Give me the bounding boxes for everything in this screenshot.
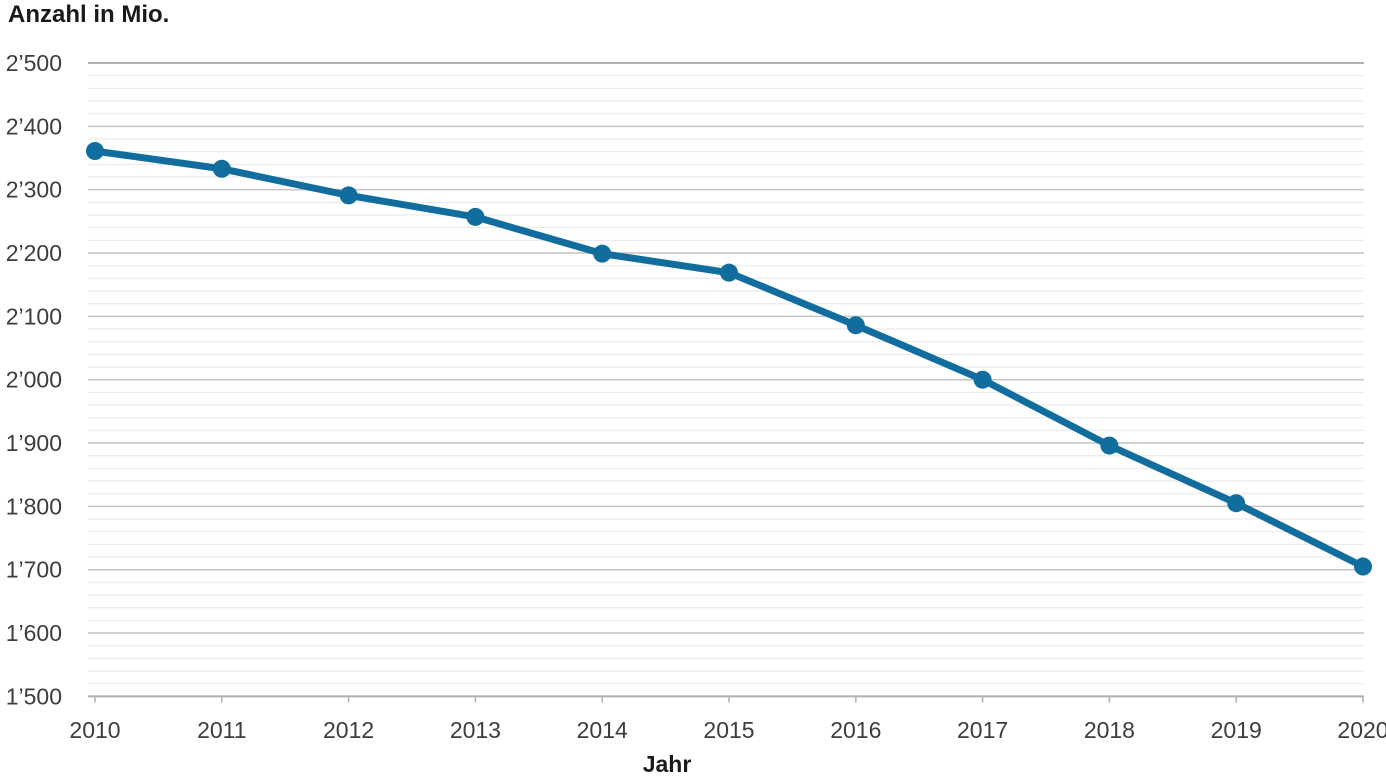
data-point-2019 (1227, 494, 1246, 513)
data-point-2012 (339, 186, 358, 205)
x-tick-label: 2020 (1337, 717, 1386, 743)
data-point-2017 (973, 370, 992, 389)
y-tick-label: 1’500 (6, 683, 62, 709)
y-tick-label: 2’500 (6, 50, 62, 76)
data-point-2020 (1354, 557, 1372, 576)
x-tick-label: 2019 (1211, 717, 1262, 743)
chart-title: Anzahl in Mio. (8, 1, 170, 28)
y-tick-label: 2’300 (6, 177, 62, 203)
data-point-2010 (86, 142, 104, 161)
data-line (91, 147, 1367, 571)
x-tick-label: 2012 (323, 717, 374, 743)
y-tick-label: 1’600 (6, 620, 62, 646)
y-tick-label: 2’400 (6, 113, 62, 139)
x-tick-label: 2014 (577, 717, 628, 743)
x-tick-label: 2013 (450, 717, 501, 743)
data-point-2014 (593, 244, 612, 263)
y-tick-label: 2’000 (6, 367, 62, 393)
data-point-2013 (466, 207, 485, 226)
y-tick-label: 2’200 (6, 240, 62, 266)
y-tick-label: 1’700 (6, 557, 62, 583)
x-axis-title: Jahr (642, 751, 692, 777)
y-tick-label: 1’900 (6, 430, 62, 456)
data-point-2015 (720, 263, 738, 282)
x-tick-label: 2010 (69, 717, 120, 743)
x-tick-label: 2017 (957, 717, 1008, 743)
x-tick-label: 2016 (830, 717, 881, 743)
x-tick-label: 2015 (703, 717, 754, 743)
data-point-2011 (212, 159, 231, 178)
y-tick-label: 1’800 (6, 493, 62, 519)
x-tick-label: 2018 (1084, 717, 1135, 743)
data-point-2018 (1100, 436, 1119, 455)
x-tick-label: 2011 (197, 717, 246, 743)
data-point-2016 (846, 316, 865, 335)
y-tick-label: 2’100 (6, 303, 62, 329)
